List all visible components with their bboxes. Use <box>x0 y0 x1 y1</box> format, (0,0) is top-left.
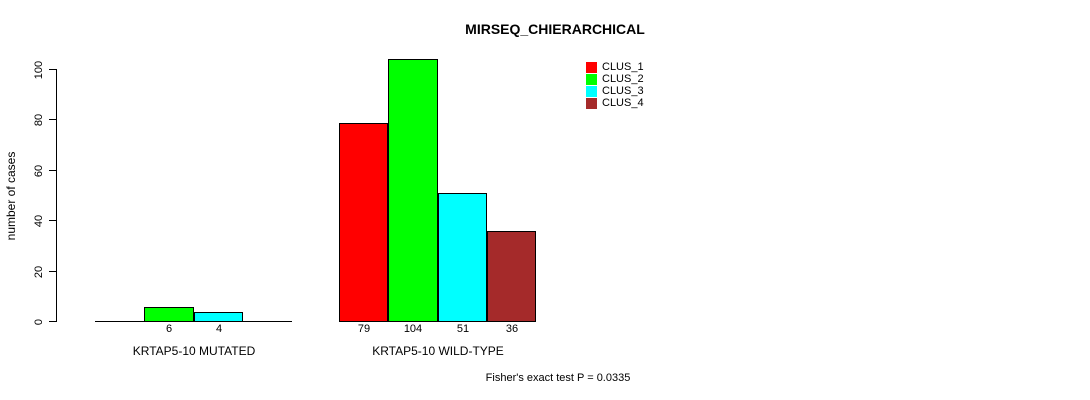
legend-swatch <box>586 97 597 109</box>
bar <box>438 193 487 322</box>
legend: CLUS_1 CLUS_2 CLUS_3 CLUS_4 <box>586 61 644 109</box>
y-tick <box>49 69 56 70</box>
y-tick <box>49 271 56 272</box>
y-tick <box>49 220 56 221</box>
legend-item: CLUS_1 <box>586 61 644 73</box>
bar-value-label: 36 <box>505 323 519 335</box>
y-tick-label: 100 <box>33 60 45 80</box>
x-category-label: KRTAP5-10 MUTATED <box>132 344 256 358</box>
chart-title: MIRSEQ_CHIERARCHICAL <box>465 21 645 37</box>
bar-value-label: 4 <box>215 323 223 335</box>
bar-value-label: 79 <box>357 323 371 335</box>
legend-label: CLUS_1 <box>602 60 644 73</box>
y-tick-label: 0 <box>33 318 45 326</box>
bar-value-label: 104 <box>403 323 423 335</box>
y-tick <box>49 321 56 322</box>
x-category-label: KRTAP5-10 WILD-TYPE <box>372 344 504 358</box>
y-tick-label: 40 <box>33 214 45 228</box>
y-axis-label: number of cases <box>4 151 18 241</box>
y-tick-label: 60 <box>33 164 45 178</box>
legend-item: CLUS_4 <box>586 97 644 109</box>
legend-label: CLUS_2 <box>602 72 644 85</box>
y-tick <box>49 170 56 171</box>
legend-label: CLUS_4 <box>602 96 644 109</box>
legend-swatch <box>586 73 597 85</box>
y-tick <box>49 119 56 120</box>
legend-item: CLUS_3 <box>586 85 644 97</box>
legend-swatch <box>586 61 597 73</box>
bar-value-label: 6 <box>165 323 173 335</box>
bar <box>144 307 194 322</box>
legend-label: CLUS_3 <box>602 84 644 97</box>
stat-test-annotation: Fisher's exact test P = 0.0335 <box>485 372 631 384</box>
bar <box>194 312 243 322</box>
y-tick-label: 80 <box>33 113 45 127</box>
y-axis-line <box>56 69 57 322</box>
bar <box>487 231 536 322</box>
legend-swatch <box>586 85 597 97</box>
bar-value-label: 51 <box>456 323 470 335</box>
bar <box>388 59 438 322</box>
bar <box>339 123 388 322</box>
y-tick-label: 20 <box>33 265 45 279</box>
legend-item: CLUS_2 <box>586 73 644 85</box>
